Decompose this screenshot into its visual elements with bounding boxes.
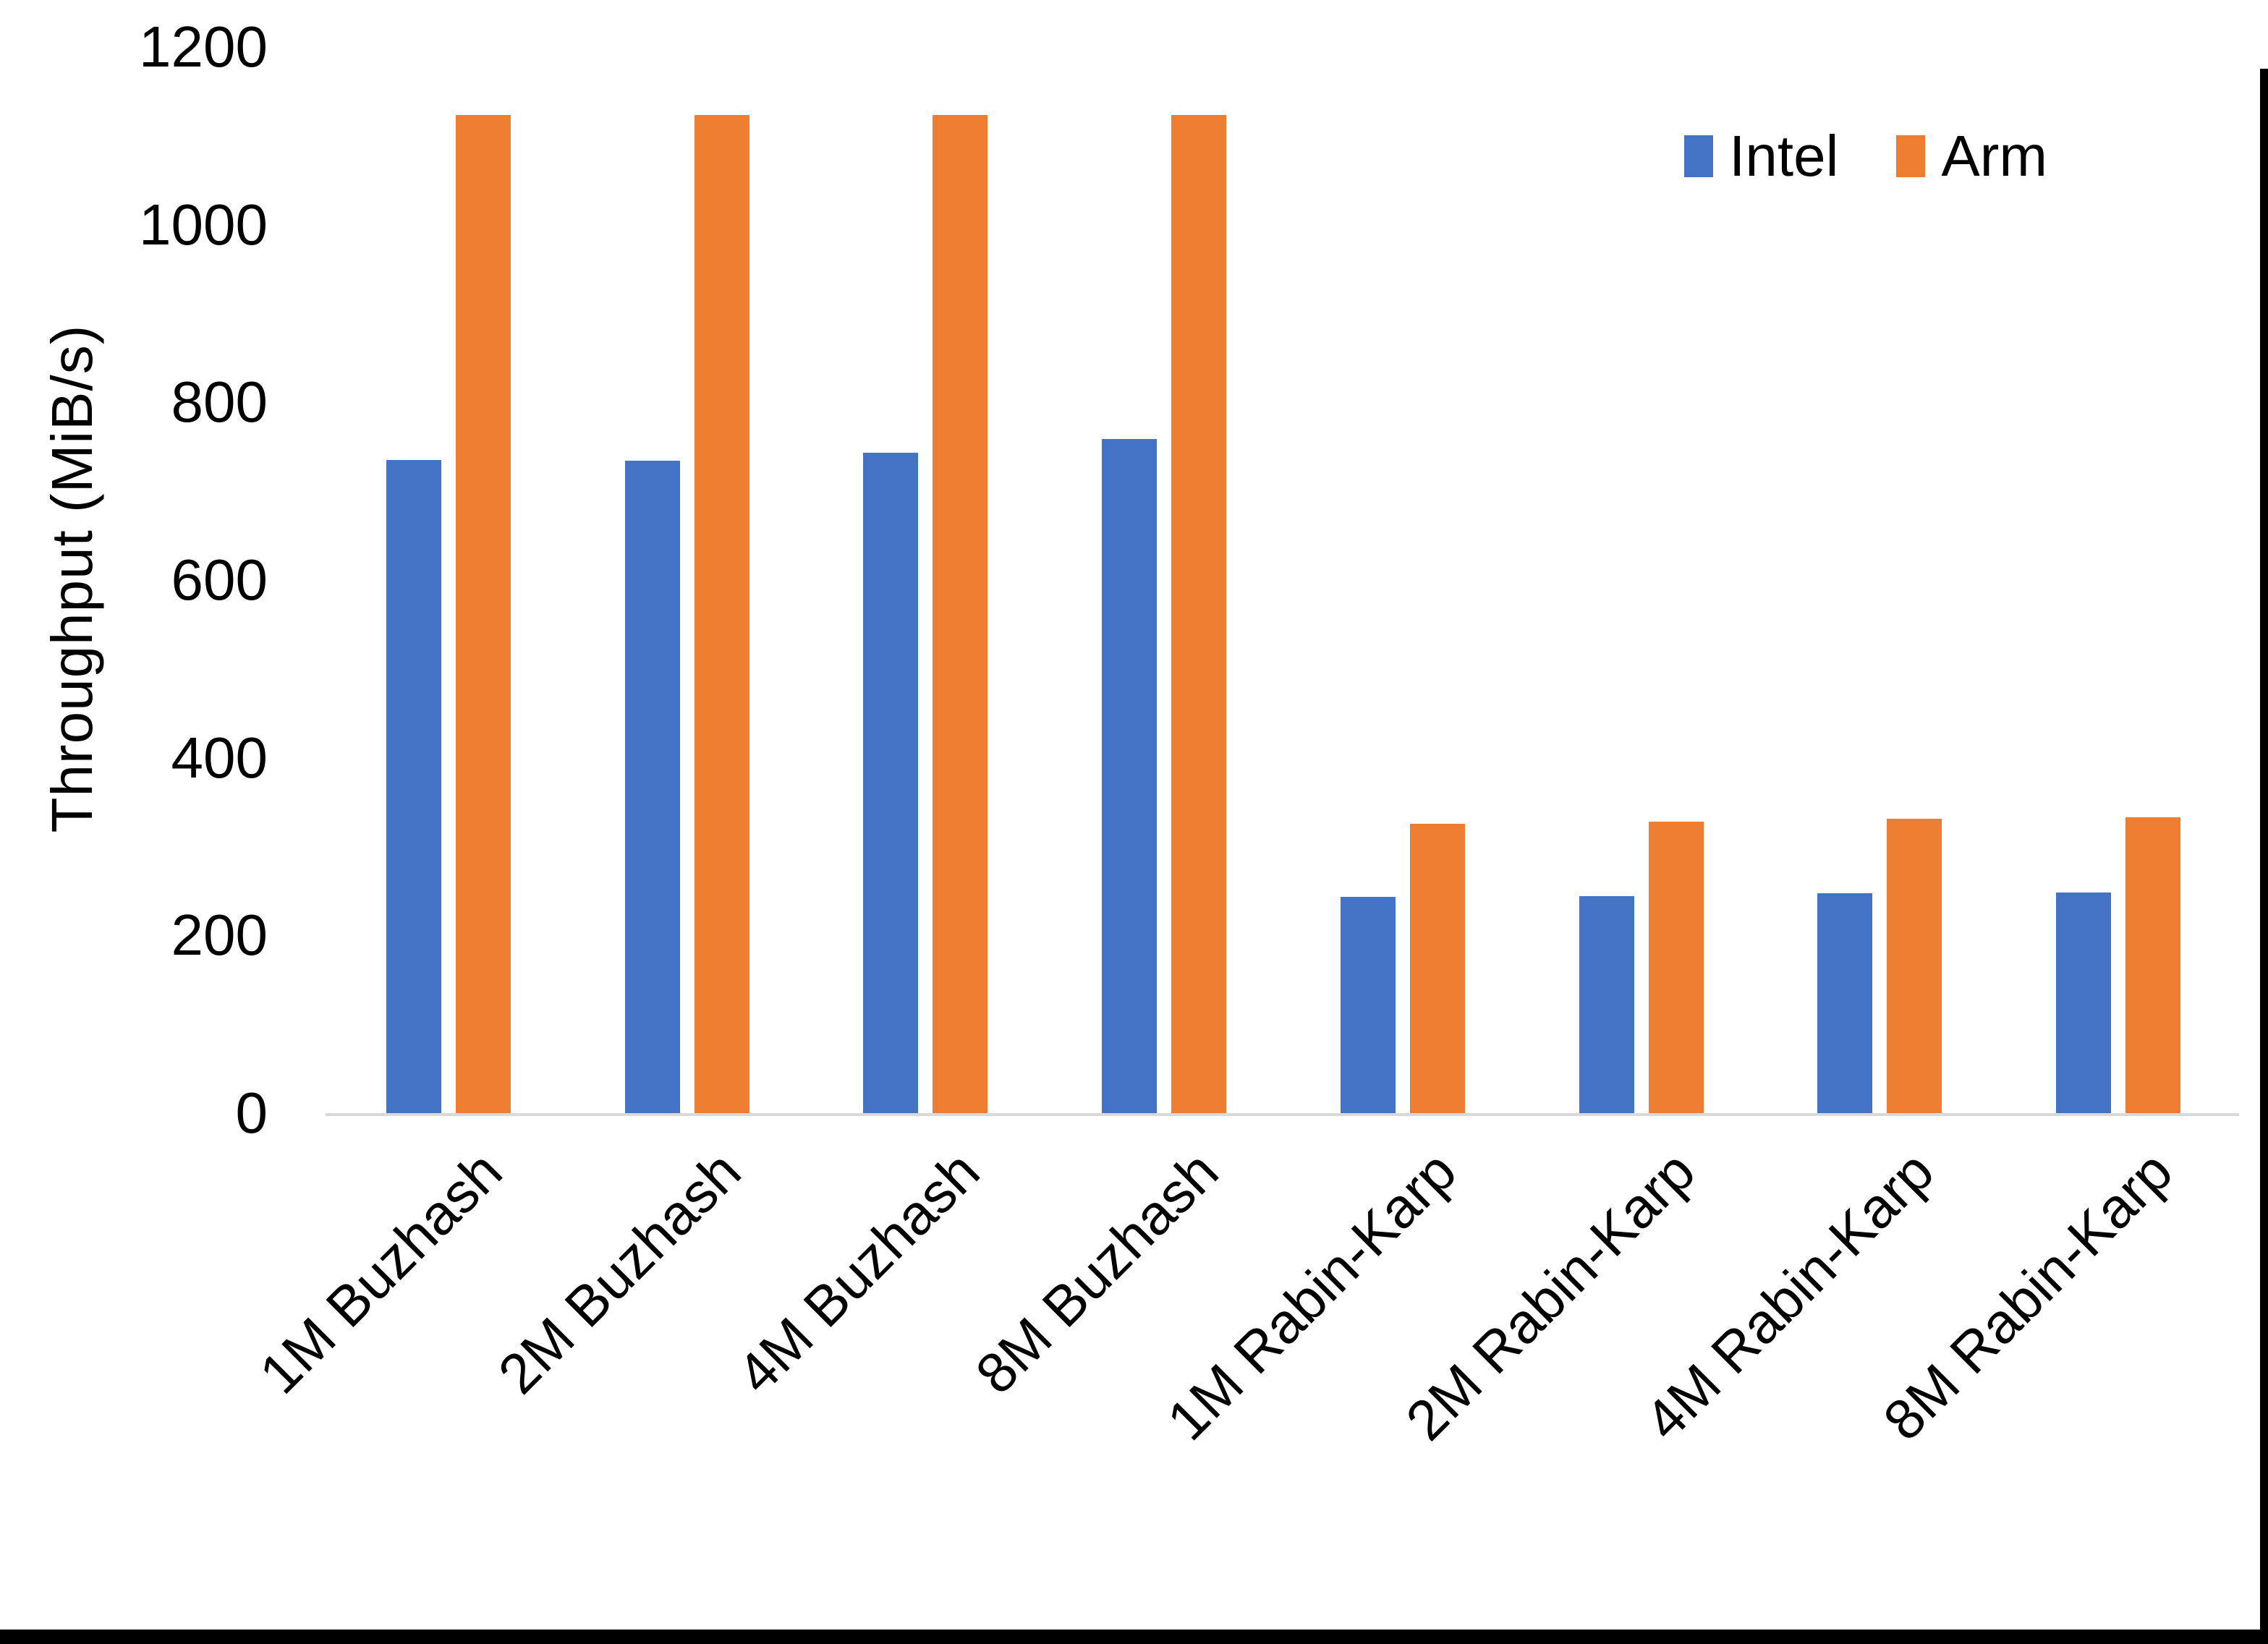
legend-item-arm: Arm <box>1896 123 2047 189</box>
legend-label-arm: Arm <box>1941 124 2047 188</box>
bar-arm-8m-rabin-karp <box>2125 817 2180 1115</box>
x-label-1m-buzhash: 1M Buzhash <box>247 1138 514 1406</box>
bar-intel-4m-buzhash <box>863 453 918 1115</box>
bar-arm-2m-rabin-karp <box>1649 822 1704 1115</box>
bar-arm-1m-rabin-karp <box>1410 824 1465 1115</box>
right-border-bar <box>2260 69 2268 1644</box>
intel-series-swatch <box>1684 135 1714 177</box>
legend: Intel Arm <box>1684 123 2047 189</box>
bar-arm-4m-buzhash <box>933 115 988 1115</box>
legend-item-intel: Intel <box>1684 123 1838 189</box>
y-tick-600: 600 <box>171 548 268 613</box>
bar-arm-8m-buzhash <box>1171 115 1226 1115</box>
bar-intel-8m-rabin-karp <box>2056 893 2111 1115</box>
arm-series-swatch <box>1896 135 1926 177</box>
y-tick-400: 400 <box>171 725 268 790</box>
y-tick-200: 200 <box>171 903 268 968</box>
y-tick-0: 0 <box>235 1081 268 1146</box>
bar-intel-2m-rabin-karp <box>1579 896 1634 1115</box>
x-label-2m-buzhash: 2M Buzhash <box>485 1138 753 1406</box>
y-axis-title: Throughput (MiB/s) <box>40 324 104 833</box>
bar-intel-4m-rabin-karp <box>1817 893 1872 1115</box>
bar-intel-2m-buzhash <box>625 461 680 1115</box>
y-tick-1000: 1000 <box>139 192 268 257</box>
x-label-4m-buzhash: 4M Buzhash <box>724 1138 992 1406</box>
bottom-border-bar <box>0 1630 2268 1644</box>
bar-arm-2m-buzhash <box>695 115 749 1115</box>
x-label-8m-buzhash: 8M Buzhash <box>963 1138 1231 1406</box>
bar-intel-1m-rabin-karp <box>1341 897 1396 1115</box>
bar-intel-1m-buzhash <box>386 460 441 1115</box>
bar-arm-1m-buzhash <box>456 115 511 1115</box>
bar-intel-8m-buzhash <box>1102 439 1157 1115</box>
bar-arm-4m-rabin-karp <box>1887 819 1942 1115</box>
y-tick-800: 800 <box>171 370 268 435</box>
legend-label-intel: Intel <box>1729 124 1839 188</box>
y-tick-1200: 1200 <box>139 14 268 80</box>
x-axis-line <box>326 1113 2239 1116</box>
